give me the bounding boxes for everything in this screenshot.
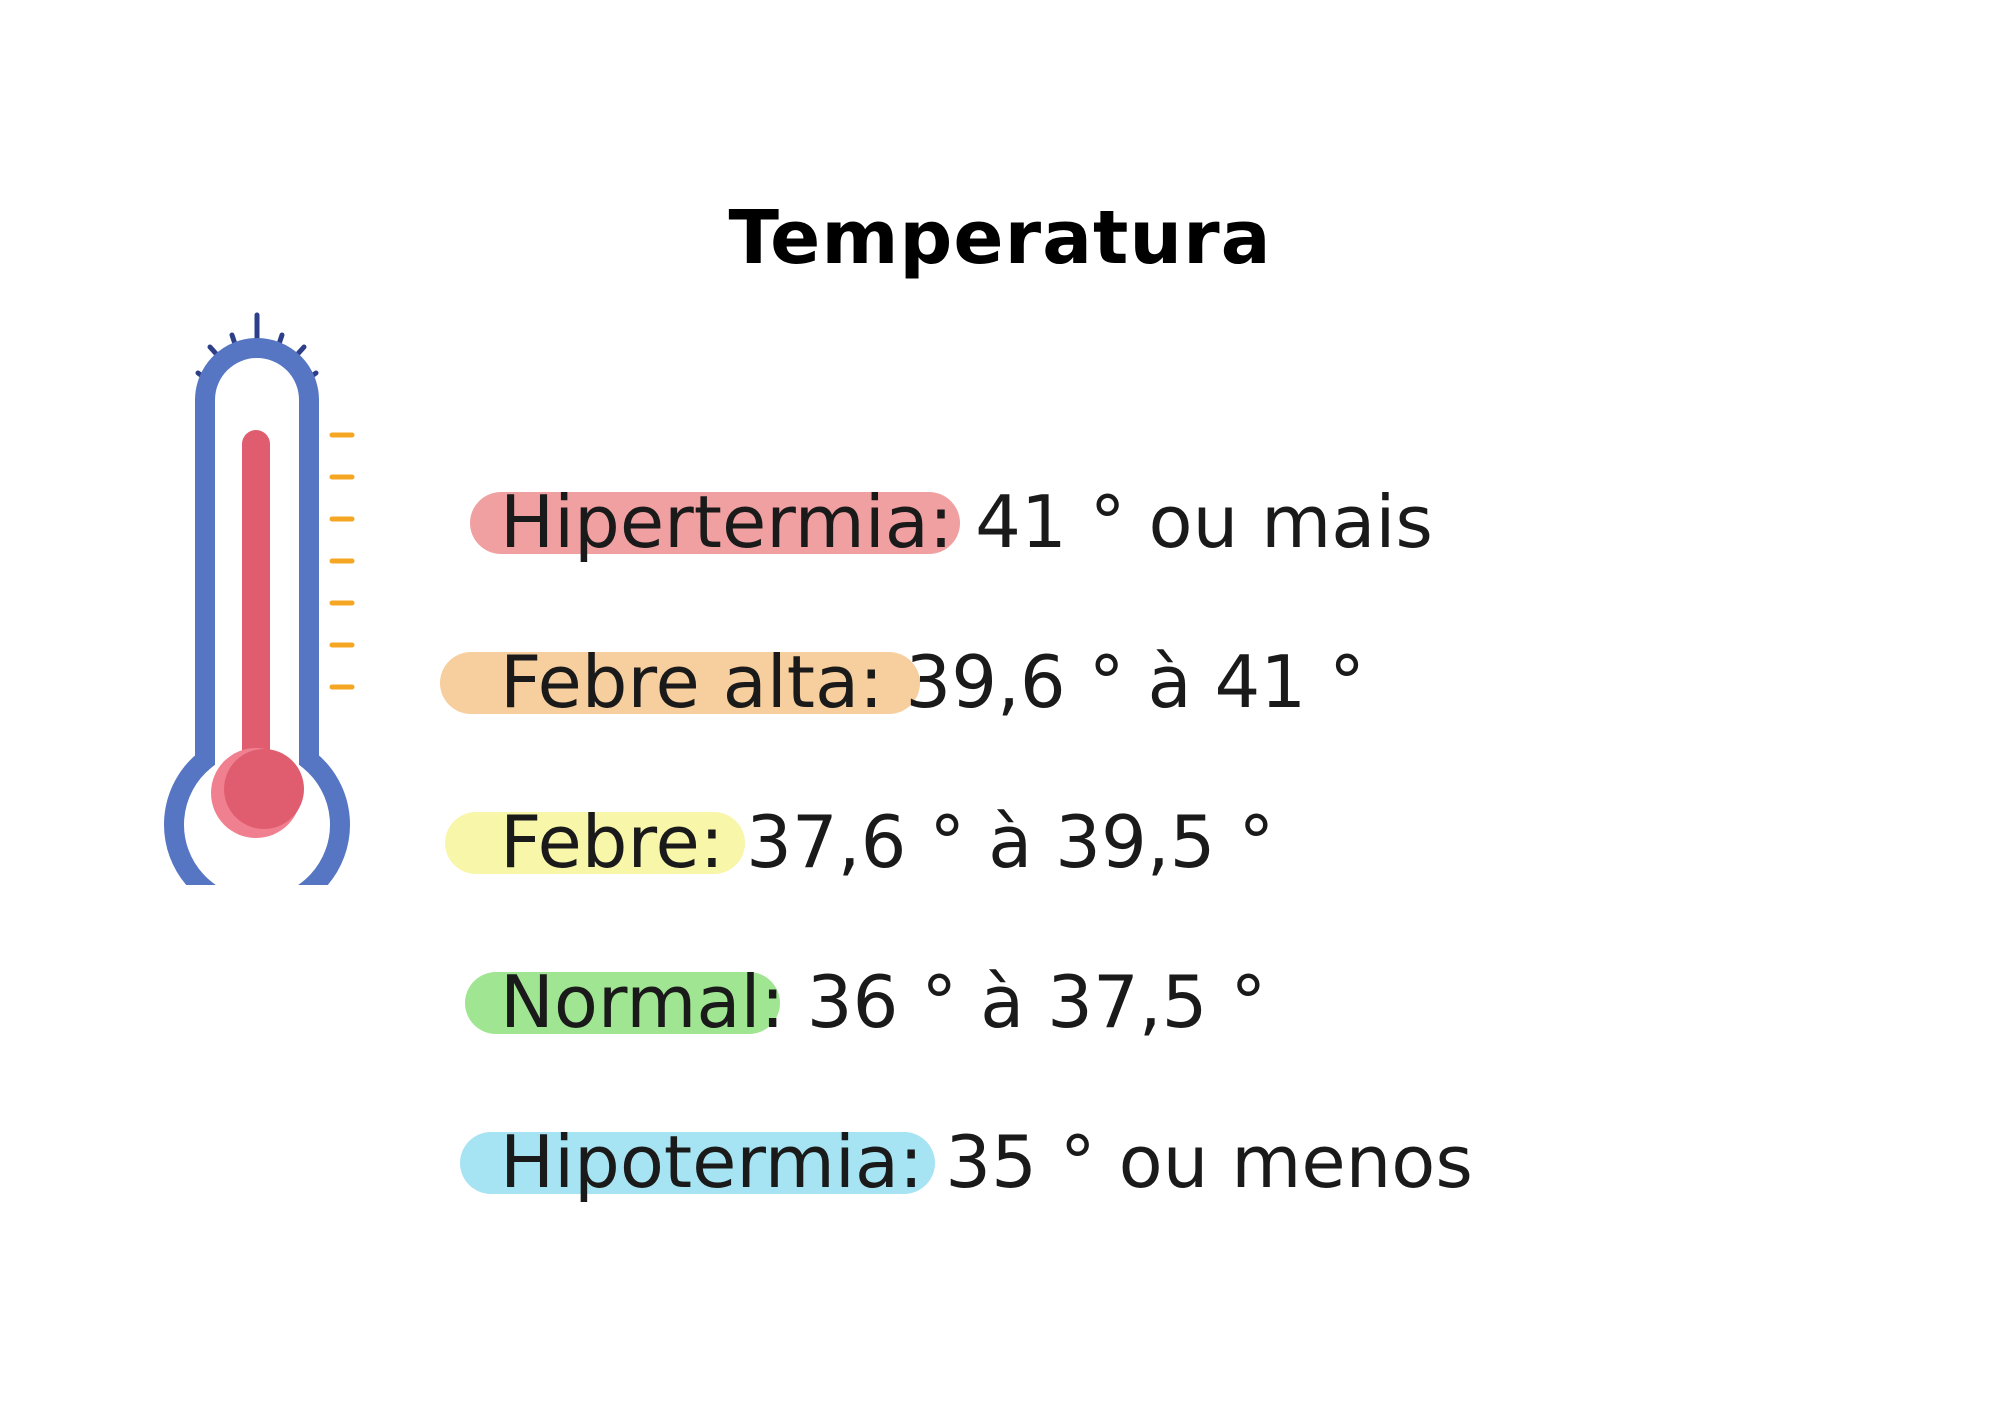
highlight-hipertermia	[470, 492, 960, 554]
row-hipotermia: Hipotermia: 35 ° ou menos	[440, 1110, 1740, 1270]
row-value: 36 ° à 37,5 °	[806, 960, 1267, 1044]
row-value: 35 ° ou menos	[945, 1120, 1473, 1204]
row-label: Febre alta:	[500, 640, 884, 724]
row-value: 39,6 ° à 41 °	[905, 640, 1366, 724]
temperature-list: Hipertermia: 41 ° ou mais Febre alta: 39,6…	[440, 470, 1740, 1270]
scale-ticks	[329, 432, 355, 690]
page-title: Temperatura	[728, 195, 1272, 281]
highlight-hipotermia	[460, 1132, 935, 1194]
mercury-column	[242, 430, 270, 770]
row-label: Normal:	[500, 960, 785, 1044]
row-value: 37,6 ° à 39,5 °	[746, 800, 1275, 884]
row-label: Hipertermia:	[500, 480, 954, 564]
row-normal: Normal: 36 ° à 37,5 °	[440, 950, 1740, 1110]
row-febre-alta: Febre alta: 39,6 ° à 41 °	[440, 630, 1740, 790]
mercury-bulb	[224, 749, 304, 829]
row-label: Hipotermia:	[500, 1120, 924, 1204]
row-value: 41 ° ou mais	[975, 480, 1433, 564]
row-label: Febre:	[500, 800, 725, 884]
row-hipertermia: Hipertermia: 41 ° ou mais	[440, 470, 1740, 630]
thermometer-icon	[164, 312, 355, 885]
highlight-febre	[445, 812, 745, 874]
row-febre: Febre: 37,6 ° à 39,5 °	[440, 790, 1740, 950]
highlight-febre-alta	[440, 652, 920, 714]
highlight-normal	[465, 972, 780, 1034]
